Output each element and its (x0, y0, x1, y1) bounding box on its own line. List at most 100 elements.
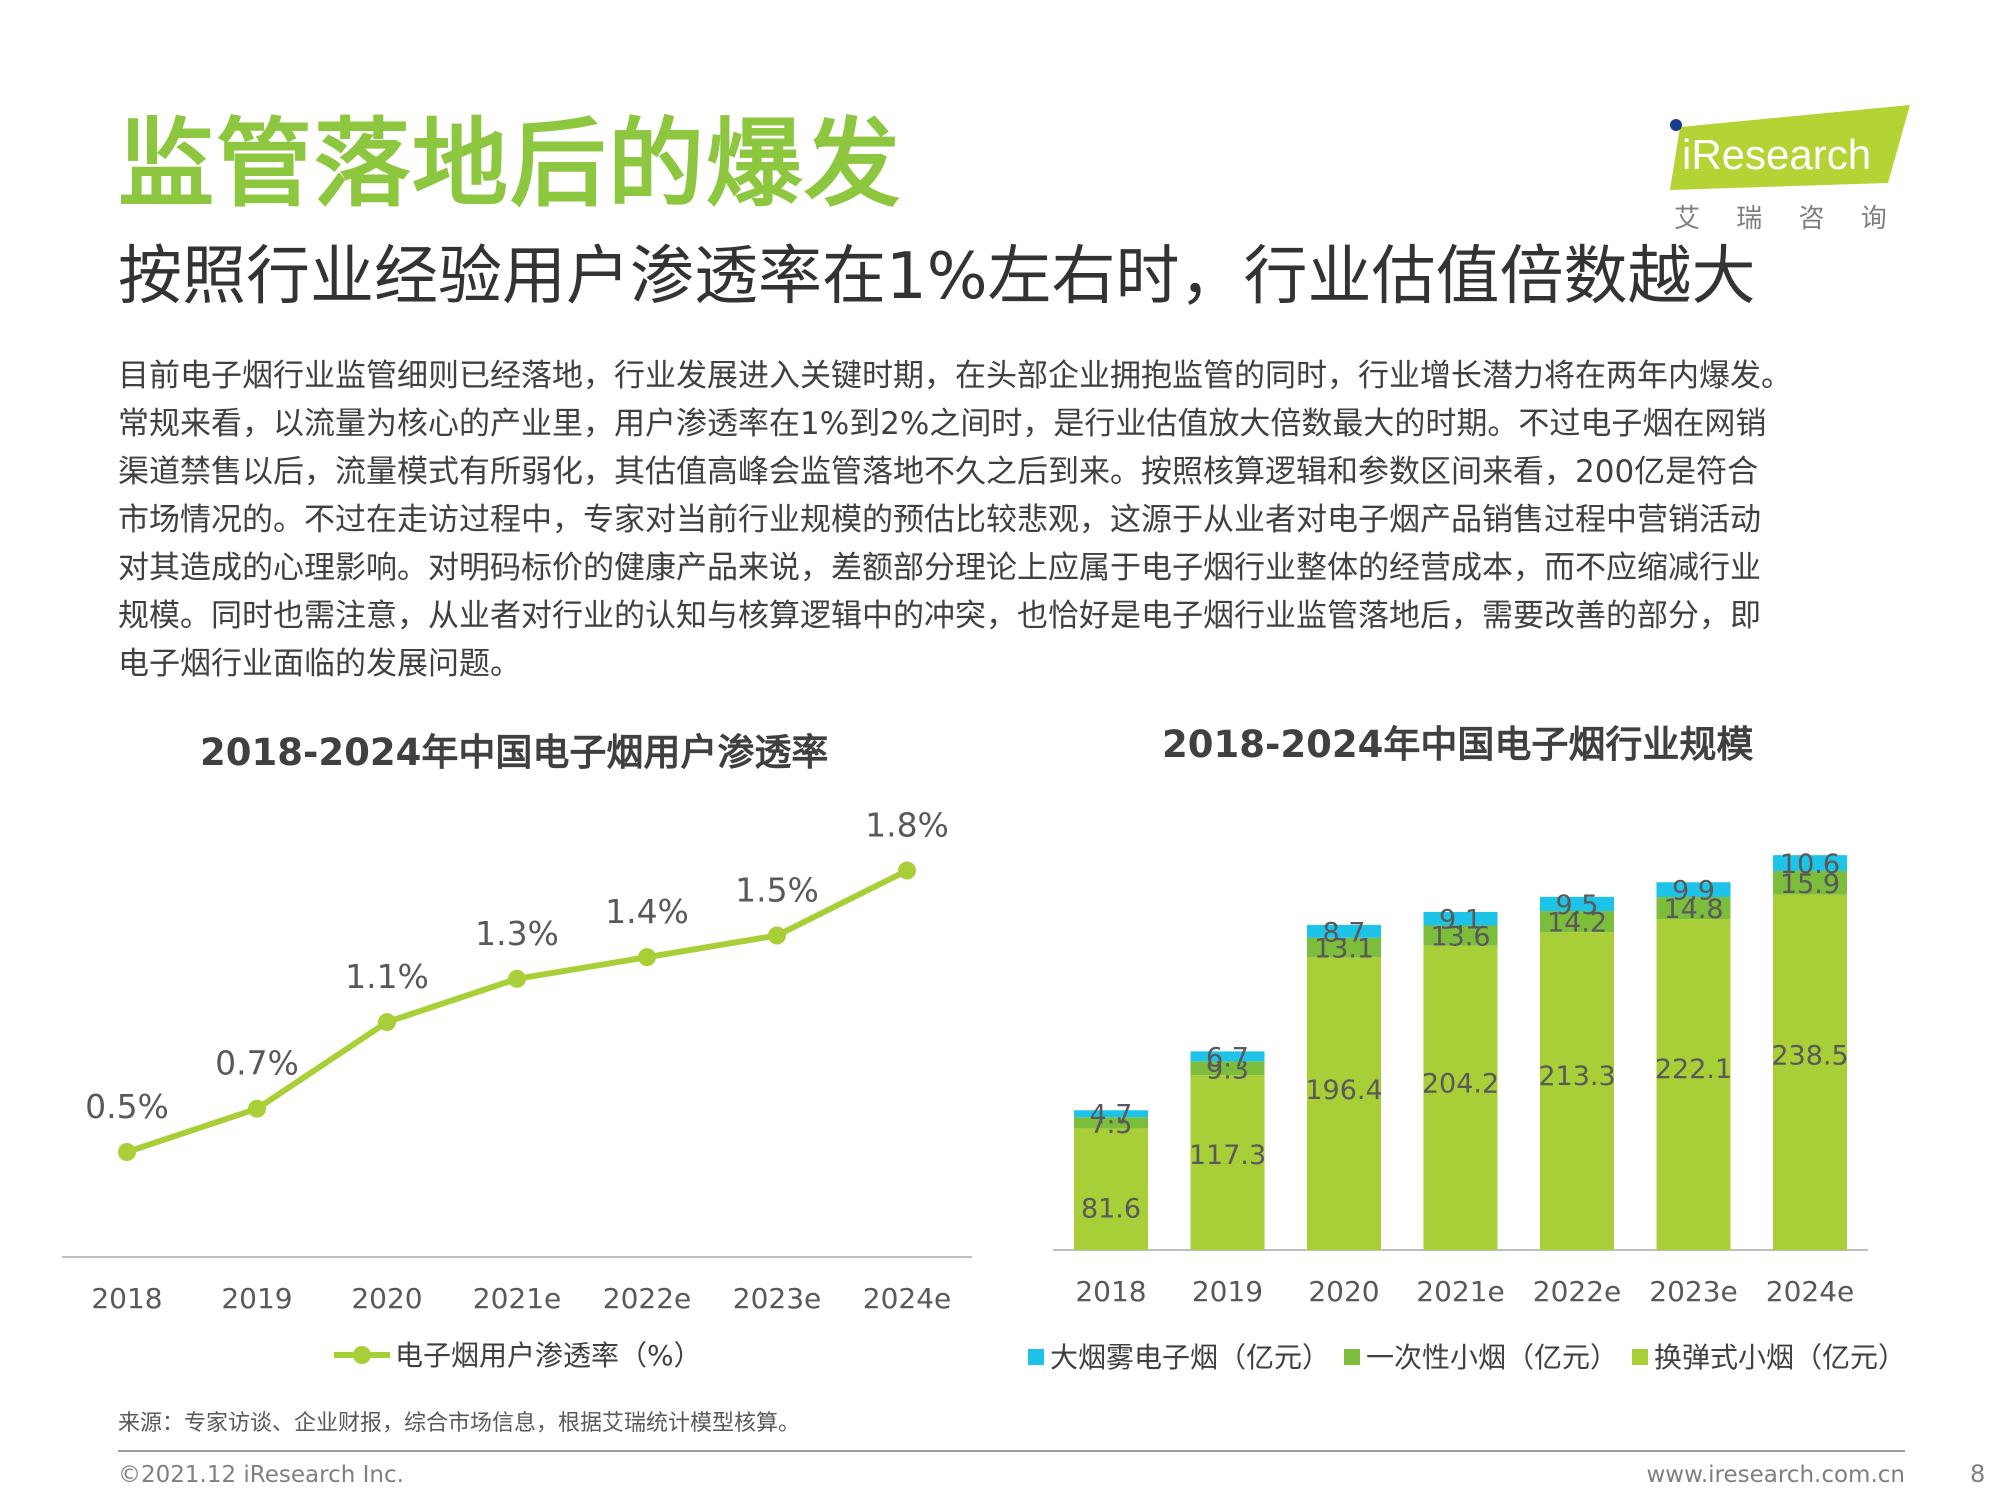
bar-data-label: 238.5 (1771, 1041, 1848, 1072)
logo-brand-text: iResearch (1682, 131, 1871, 178)
bar-x-tick-label: 2020 (1308, 1275, 1379, 1308)
bar-legend-marker (1632, 1349, 1648, 1365)
bar-segment (1307, 937, 1381, 958)
bar-segment (1074, 1117, 1148, 1129)
bar-data-label: 14.8 (1663, 894, 1723, 925)
bar-segment (1773, 855, 1847, 871)
bar-x-tick-label: 2018 (1075, 1275, 1146, 1308)
line-point (118, 1143, 136, 1161)
bar-segment (1190, 1061, 1265, 1076)
bar-x-tick-label: 2021e (1416, 1275, 1504, 1308)
bar-data-label: 213.3 (1538, 1061, 1615, 1092)
line-chart-title: 2018-2024年中国电子烟用户渗透率 (200, 731, 829, 774)
bar-data-label: 15.9 (1780, 869, 1840, 900)
bar-segment (1190, 1075, 1265, 1250)
bar-data-label: 6.7 (1206, 1042, 1249, 1073)
line-series-penetration-rate (126, 867, 909, 1155)
line-x-tick-label: 2021e (473, 1282, 561, 1315)
bar-segment (1307, 957, 1381, 1250)
body-line: 目前电子烟行业监管细则已经落地，行业发展进入关键时期，在头部企业拥抱监管的同时，… (118, 358, 1792, 394)
bar-segment (1074, 1128, 1148, 1250)
logo-chinese-text: 艾 瑞 咨 询 (1674, 204, 1901, 234)
bar-data-label: 8.7 (1323, 917, 1366, 948)
bar-segment (1423, 911, 1498, 926)
bar-legend-label: 换弹式小烟（亿元） (1654, 1341, 1906, 1374)
page-subtitle: 按照行业经验用户渗透率在1%左右时，行业估值倍数越大 (118, 240, 1756, 314)
line-data-label: 0.5% (85, 1087, 169, 1126)
line-point (378, 1013, 396, 1032)
body-line: 电子烟行业面临的发展问题。 (118, 646, 521, 682)
bar-data-label: 9.9 (1672, 876, 1715, 907)
bar-segment (1307, 924, 1381, 938)
bar-segment (1423, 925, 1498, 946)
bar-legend-label: 大烟雾电子烟（亿元） (1050, 1341, 1330, 1374)
line-point (508, 969, 526, 988)
line-data-label: 1.4% (605, 892, 689, 931)
body-paragraph: 目前电子烟行业监管细则已经落地，行业发展进入关键时期，在头部企业拥抱监管的同时，… (118, 352, 1918, 688)
line-data-label: 0.7% (215, 1044, 299, 1083)
body-line: 市场情况的。不过在走访过程中，专家对当前行业规模的预估比较悲观，这源于从业者对电… (118, 502, 1761, 538)
line-x-tick-label: 2018 (91, 1282, 162, 1315)
body-line: 对其造成的心理影响。对明码标价的健康产品来说，差额部分理论上应属于电子烟行业整体… (118, 550, 1761, 586)
line-x-tick-label: 2022e (603, 1282, 691, 1315)
line-legend-label: 电子烟用户渗透率（%） (395, 1339, 702, 1372)
line-x-tick-label: 2019 (221, 1282, 292, 1315)
bar-segment (1773, 870, 1847, 895)
body-line: 规模。同时也需注意，从业者对行业的认知与核算逻辑中的冲突，也恰好是电子烟行业监管… (118, 598, 1761, 634)
footer-copyright: ©2021.12 iResearch Inc. (118, 1462, 404, 1488)
bar-x-tick-label: 2022e (1533, 1275, 1621, 1308)
bar-segment (1423, 945, 1498, 1250)
bar-data-label: 196.4 (1305, 1075, 1382, 1106)
bar-legend-label: 一次性小烟（亿元） (1366, 1341, 1618, 1374)
footer-divider (118, 1450, 1905, 1452)
bar-data-label: 14.2 (1547, 908, 1607, 939)
footer-website: www.iresearch.com.cn (1646, 1462, 1906, 1488)
body-line: 渠道禁售以后，流量模式有所弱化，其估值高峰会监管落地不久之后到来。按照核算逻辑和… (118, 454, 1759, 490)
line-x-tick-label: 2020 (351, 1282, 422, 1315)
bar-segment (1656, 919, 1731, 1250)
bar-data-label: 222.1 (1655, 1054, 1732, 1085)
bar-data-label: 13.1 (1314, 934, 1374, 965)
bar-x-tick-label: 2024e (1766, 1275, 1854, 1308)
bar-segment (1656, 882, 1731, 898)
iresearch-logo: iResearch 艾 瑞 咨 询 (1670, 105, 1910, 234)
bar-data-label: 9.1 (1439, 905, 1482, 936)
line-data-label: 1.5% (735, 871, 819, 910)
line-point (898, 861, 916, 880)
bar-data-label: 81.6 (1081, 1193, 1141, 1224)
logo-banner-shape (1670, 105, 1910, 190)
line-point (248, 1099, 266, 1118)
bar-data-label: 204.2 (1422, 1069, 1499, 1100)
line-point (638, 948, 656, 967)
bar-chart-title: 2018-2024年中国电子烟行业规模 (1162, 723, 1754, 766)
logo-dot-icon (1670, 119, 1682, 131)
line-legend-dot (353, 1346, 371, 1364)
bar-segment (1074, 1110, 1148, 1118)
page-title: 监管落地后的爆发 (118, 108, 902, 220)
bar-data-label: 10.6 (1780, 849, 1840, 880)
line-x-tick-label: 2024e (863, 1282, 951, 1315)
bar-segment (1540, 896, 1614, 912)
bar-segment (1773, 894, 1847, 1250)
bar-data-label: 9.5 (1556, 890, 1599, 921)
line-data-label: 1.8% (865, 806, 949, 845)
bar-data-label: 117.3 (1189, 1140, 1266, 1171)
bar-segment (1540, 911, 1614, 933)
source-note: 来源：专家访谈、企业财报，综合市场信息，根据艾瑞统计模型核算。 (118, 1411, 801, 1436)
bar-data-label: 4.7 (1090, 1100, 1133, 1131)
bar-legend-marker (1344, 1349, 1360, 1365)
bar-x-tick-label: 2023e (1649, 1275, 1737, 1308)
line-point (768, 926, 786, 945)
page-number: 8 (1970, 1460, 1986, 1488)
line-x-tick-label: 2023e (733, 1282, 821, 1315)
bar-segment (1540, 932, 1614, 1250)
bar-segment (1190, 1051, 1265, 1062)
bar-legend-marker (1028, 1349, 1044, 1365)
bar-segment (1656, 897, 1731, 920)
bar-data-label: 13.6 (1430, 922, 1490, 953)
line-data-label: 1.1% (345, 957, 429, 996)
body-line: 常规来看，以流量为核心的产业里，用户渗透率在1%到2%之间时，是行业估值放大倍数… (118, 406, 1767, 442)
bar-x-tick-label: 2019 (1192, 1275, 1263, 1308)
line-data-label: 1.3% (475, 914, 559, 953)
